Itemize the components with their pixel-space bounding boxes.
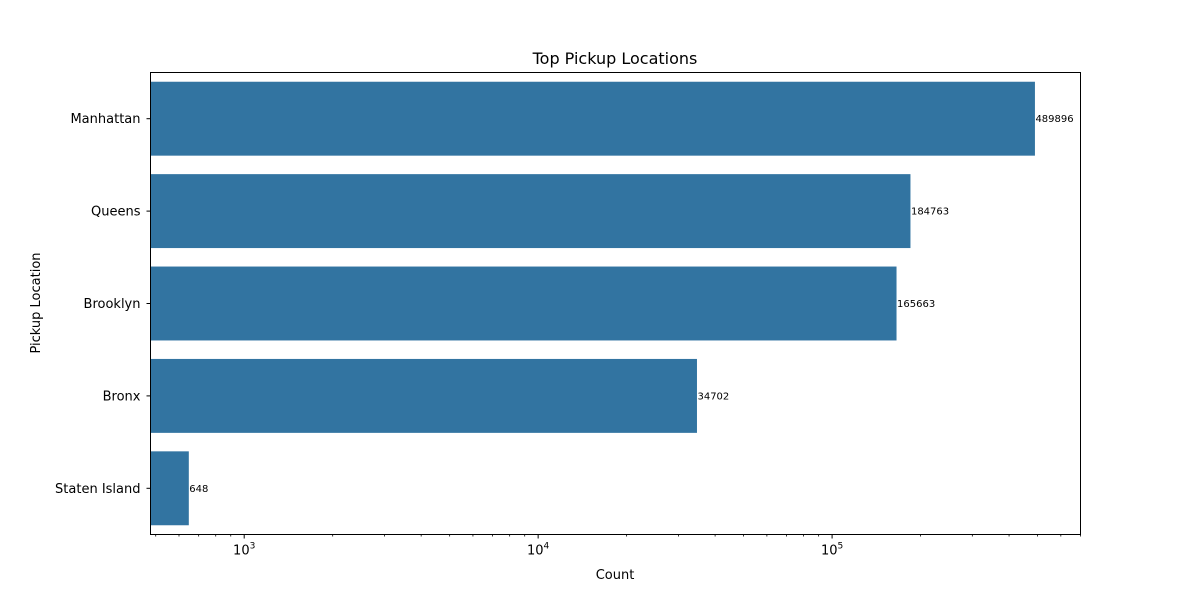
bar-queens — [150, 174, 911, 249]
data-label: 34702 — [697, 391, 729, 402]
x-tick-label: 104 — [527, 542, 550, 559]
y-axis-label: Pickup Location — [29, 252, 44, 353]
y-tick-label: Staten Island — [55, 482, 140, 497]
bar-brooklyn — [150, 266, 897, 341]
y-ticks-layer: Manhattan Queens Brooklyn Bronx Staten Islan… — [55, 112, 151, 497]
x-tick-label: 103 — [233, 542, 255, 559]
data-labels-layer: 489896 184763 165663 34702 648 — [189, 114, 1073, 495]
plot-frame — [150, 72, 1081, 535]
y-tick-label: Brooklyn — [84, 297, 141, 312]
data-label: 489896 — [1035, 114, 1073, 125]
bar-bronx — [150, 358, 697, 433]
y-tick-label: Queens — [91, 205, 141, 220]
y-tick-label: Manhattan — [70, 112, 140, 127]
data-label: 648 — [189, 484, 208, 495]
bar-manhattan — [150, 81, 1035, 156]
y-tick-label: Bronx — [103, 389, 141, 404]
bar-staten-island — [150, 451, 189, 526]
x-tick-label: 105 — [821, 542, 843, 559]
data-label: 184763 — [911, 207, 949, 218]
chart-title: Top Pickup Locations — [532, 49, 698, 68]
x-ticks-layer: 103 104 105 — [233, 534, 843, 559]
x-axis-label: Count — [596, 568, 635, 583]
data-label: 165663 — [897, 299, 935, 310]
bars-layer — [150, 81, 1035, 526]
minor-ticks-layer — [155, 534, 1081, 537]
